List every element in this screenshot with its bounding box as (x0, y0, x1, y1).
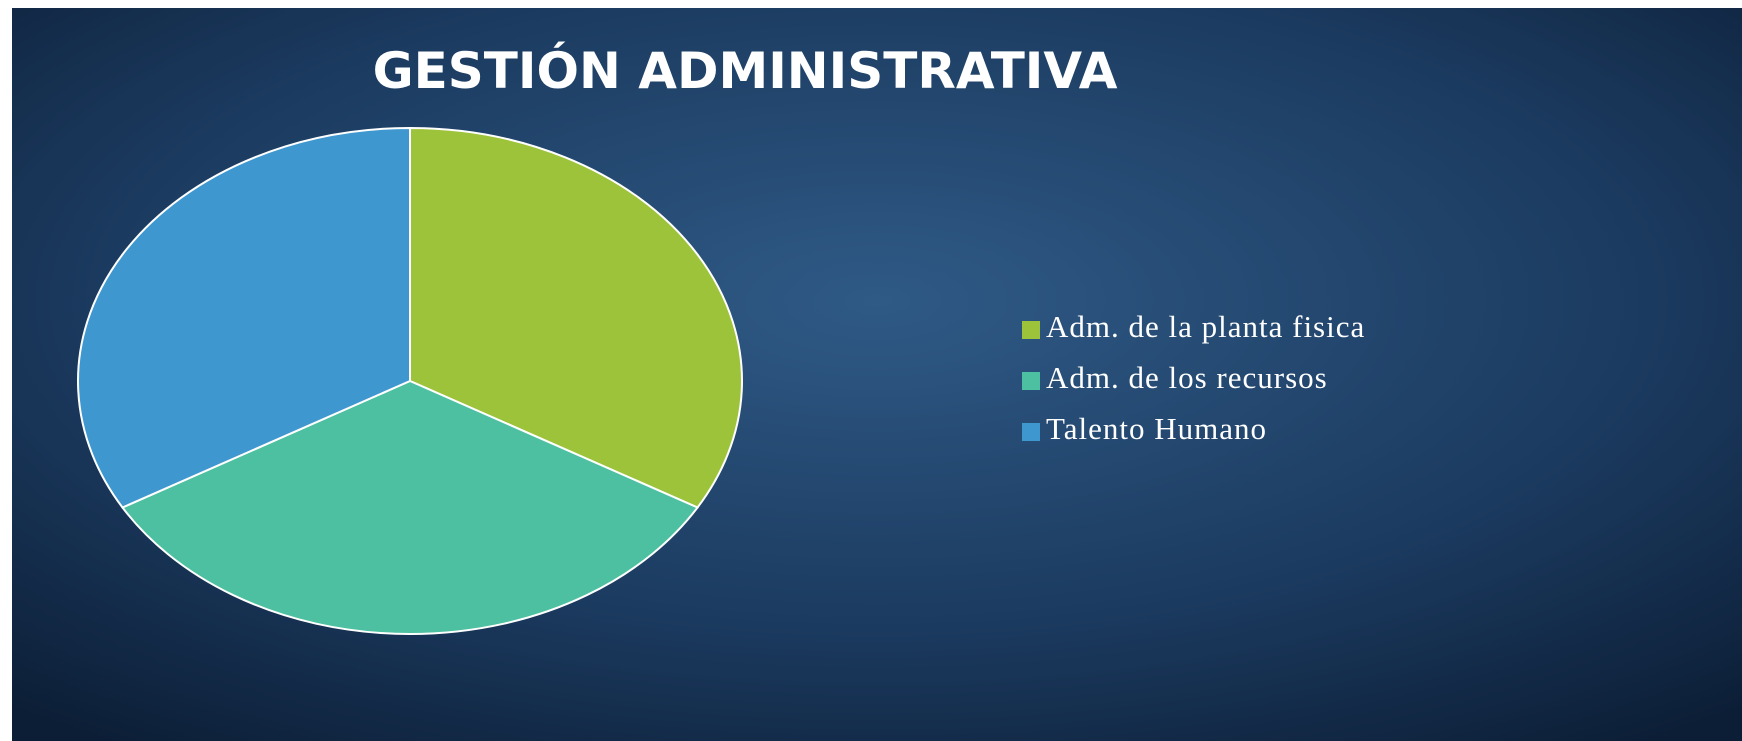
legend-label: Talento Humano (1046, 411, 1267, 446)
pie-slice (120, 379, 700, 635)
legend-swatch (1022, 423, 1040, 441)
chart-title: GESTIÓN ADMINISTRATIVA (373, 41, 1118, 100)
pie-slice (77, 126, 411, 509)
legend-swatch (1022, 372, 1040, 390)
legend-label: Adm. de los recursos (1046, 360, 1328, 395)
legend-label: Adm. de la planta fisica (1046, 309, 1365, 344)
pie-slice (409, 126, 743, 509)
legend-swatch (1022, 321, 1040, 339)
